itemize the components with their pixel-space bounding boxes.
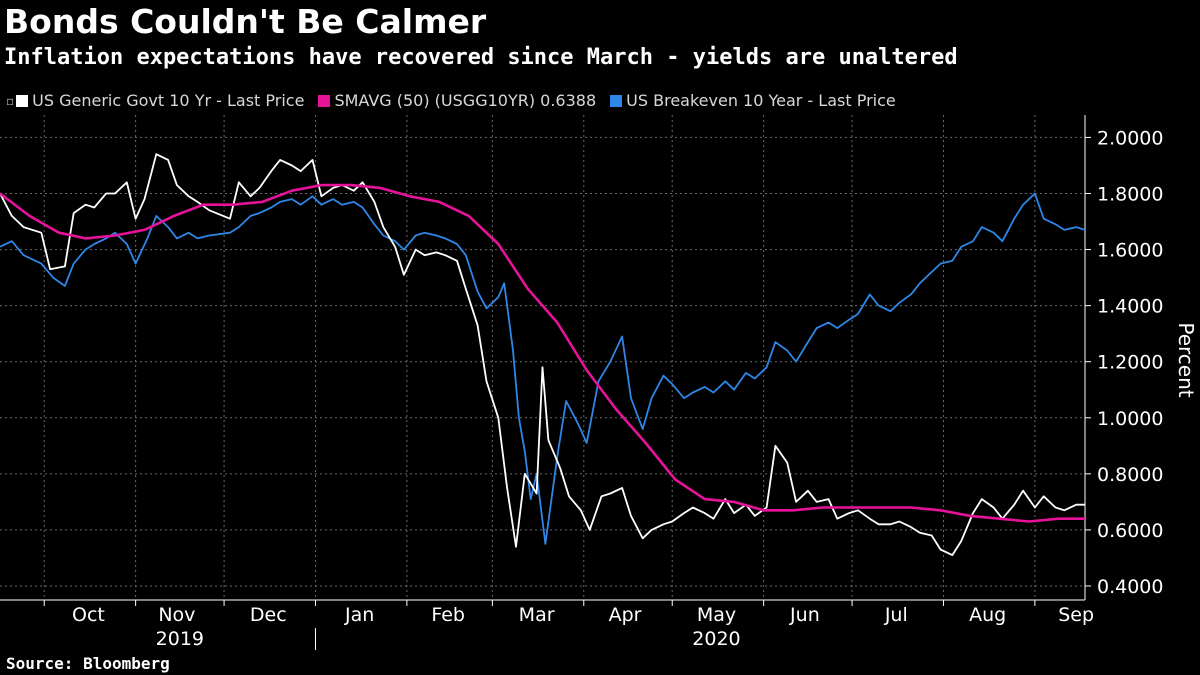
x-tick-label: Jan xyxy=(344,604,374,626)
series-line-smavg xyxy=(0,183,1085,523)
legend: ▫ US Generic Govt 10 Yr - Last Price SMA… xyxy=(6,91,910,110)
x-tick-label: Aug xyxy=(969,604,1006,626)
x-tick-label: Apr xyxy=(609,604,642,626)
legend-item-smavg: SMAVG (50) (USGG10YR) 0.6388 xyxy=(318,91,596,110)
x-tick-label: Sep xyxy=(1058,604,1094,626)
legend-swatch-breakeven xyxy=(610,94,623,107)
legend-swatch-smavg xyxy=(318,94,331,107)
y-tick-label: 1.6000 xyxy=(1097,240,1163,262)
y-tick-label: 0.4000 xyxy=(1097,576,1163,598)
y-tick-label: 1.4000 xyxy=(1097,296,1163,318)
x-year-label: 2019 xyxy=(156,628,204,650)
legend-label-smavg: SMAVG (50) (USGG10YR) 0.6388 xyxy=(334,91,597,110)
x-tick-label: Feb xyxy=(431,604,465,626)
legend-swatch-us-10yr xyxy=(16,94,29,107)
chart-title: Bonds Couldn't Be Calmer xyxy=(4,2,487,41)
y-tick-label: 1.2000 xyxy=(1097,352,1163,374)
x-tick-label: Oct xyxy=(72,604,105,626)
y-tick-label: 0.8000 xyxy=(1097,464,1163,486)
x-tick-label: Jul xyxy=(884,604,908,626)
legend-item-us-10yr: US Generic Govt 10 Yr - Last Price xyxy=(16,91,304,110)
x-tick-label: Mar xyxy=(519,604,555,626)
legend-label-us-10yr: US Generic Govt 10 Yr - Last Price xyxy=(32,91,305,110)
source-note: Source: Bloomberg xyxy=(6,654,170,673)
y-tick-label: 1.0000 xyxy=(1097,408,1163,430)
x-tick-label: Nov xyxy=(158,604,195,626)
series-line-breakeven xyxy=(0,192,1086,545)
series-line-us-10yr xyxy=(0,153,1085,556)
x-tick-label: May xyxy=(697,604,736,626)
x-tick-labels: Oct Nov Dec Jan Feb Mar Apr May Jun Jul Aug Sep 2019… xyxy=(72,604,1094,650)
y-tick-label: 2.0000 xyxy=(1097,127,1163,149)
x-tick-label: Jun xyxy=(789,604,820,626)
series-group xyxy=(0,153,1086,556)
y-axis-label: Percent xyxy=(1174,322,1198,397)
x-tick-label: Dec xyxy=(250,604,287,626)
legend-item-breakeven: US Breakeven 10 Year - Last Price xyxy=(610,91,896,110)
chart-subtitle: Inflation expectations have recovered si… xyxy=(4,45,958,70)
y-tick-label: 0.6000 xyxy=(1097,520,1163,542)
legend-label-breakeven: US Breakeven 10 Year - Last Price xyxy=(626,91,896,110)
x-year-label: 2020 xyxy=(692,628,740,650)
legend-marker-icon: ▫ xyxy=(6,93,15,108)
y-tick-labels: 0.4000 0.6000 0.8000 1.0000 1.2000 1.4000 1.60… xyxy=(1085,127,1163,598)
y-tick-label: 1.8000 xyxy=(1097,183,1163,205)
